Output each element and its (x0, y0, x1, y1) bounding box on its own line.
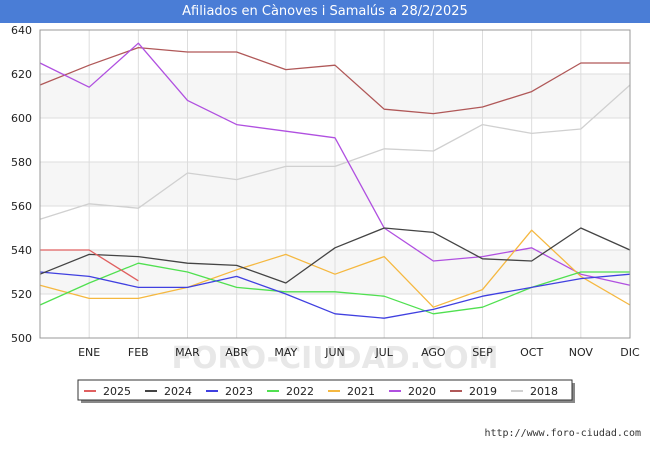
x-tick-label: JUL (374, 346, 393, 359)
y-tick-label: 560 (11, 200, 32, 213)
series-line-2024 (39, 227, 631, 284)
x-tick-label: ENE (78, 346, 100, 359)
y-tick-label: 580 (11, 156, 32, 169)
legend-box (77, 379, 573, 401)
watermark: FORO-CIUDAD.COM (172, 341, 499, 376)
x-tick-label: FEB (128, 346, 149, 359)
series-line-2020 (39, 42, 631, 286)
legend-label-2023: 2023 (225, 385, 253, 398)
legend-label-2025: 2025 (103, 385, 131, 398)
x-tick-label: MAR (175, 346, 200, 359)
x-tick-label: ABR (225, 346, 248, 359)
series-line-2021 (39, 229, 631, 308)
series-line-2025 (40, 249, 139, 282)
grid-lines (40, 29, 630, 339)
y-tick-label: 540 (11, 244, 32, 257)
legend-label-2020: 2020 (408, 385, 436, 398)
series-line-2023 (39, 271, 631, 319)
legend-label-2021: 2021 (347, 385, 375, 398)
x-tick-label: NOV (569, 346, 594, 359)
y-tick-label: 600 (11, 112, 32, 125)
y-tick-label: 620 (11, 68, 32, 81)
legend-label-2018: 2018 (530, 385, 558, 398)
x-tick-label: JUN (324, 346, 345, 359)
source-url[interactable]: http://www.foro-ciudad.com (484, 428, 641, 439)
legend-label-2019: 2019 (469, 385, 497, 398)
x-tick-label: MAY (274, 346, 297, 359)
series-line-2018 (39, 84, 631, 220)
chart-title: Afiliados en Cànoves i Samalús a 28/2/20… (0, 0, 650, 23)
legend-label-2022: 2022 (286, 385, 314, 398)
legend-label-2024: 2024 (164, 385, 192, 398)
x-tick-label: SEP (472, 346, 493, 359)
x-tick-label: DIC (620, 346, 640, 359)
series-line-2019 (39, 46, 630, 115)
x-tick-label: OCT (520, 346, 543, 359)
y-tick-label: 640 (11, 24, 32, 37)
series-lines (39, 42, 631, 319)
plot-frame (39, 29, 631, 339)
x-tick-label: AGO (421, 346, 446, 359)
y-tick-label: 520 (11, 288, 32, 301)
y-tick-label: 500 (11, 332, 32, 345)
legend: 2025 2024 2023 2022 2021 2020 2019 2018 (77, 379, 575, 403)
y-axis: 500 520 540 560 580 600 620 640 (11, 24, 32, 345)
x-axis: ENE FEB MAR ABR MAY JUN JUL AGO SEP OCT NOV DIC (78, 346, 640, 359)
